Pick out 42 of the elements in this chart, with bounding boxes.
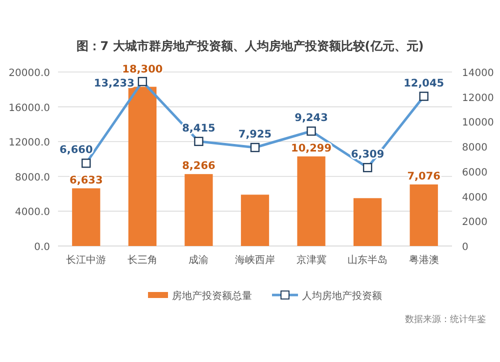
x-tick-label: 长三角 [127,254,158,266]
data-label: 10,299 [291,142,332,154]
bar [297,156,326,246]
x-tick-label: 成渝 [188,254,209,266]
y-tick-label: 8000.0 [15,172,50,184]
chart-title: 图：7 大城市群房地产投资额、人均房地产投资额比较(亿元、元) [76,39,424,53]
y-tick-label: 16000.0 [8,102,50,114]
data-label: 13,233 [94,78,134,90]
bar [184,174,213,246]
y-tick-label: 20000.0 [8,68,50,79]
y2-tick-label: 2000 [462,217,488,228]
bar [240,194,270,246]
x-tick-label: 京津冀 [296,254,326,266]
x-tick-label: 粤港澳 [408,254,439,266]
data-label: 7,925 [238,128,272,141]
bar [354,198,382,246]
y2-tick-label: 4000 [462,192,488,204]
y-tick-label: 0.0 [34,242,50,253]
y2-tick-label: 10000 [462,118,494,129]
bar [72,188,100,246]
legend-label: 人均房地产投资额 [302,290,382,302]
data-label: 6,660 [60,144,93,156]
data-label: 6,633 [70,174,103,186]
y-tick-label: 12000.0 [8,138,50,149]
data-label: 7,076 [407,170,440,182]
data-label: 18,300 [122,64,163,76]
data-label: 9,243 [294,112,328,124]
bar [128,86,156,246]
data-label: 12,045 [404,77,444,90]
x-tick-label: 长江中游 [66,254,106,266]
data-label: 8,266 [182,160,216,172]
y2-tick-label: 0 [462,242,468,253]
legend-label: 房地产投资额总量 [172,290,252,302]
y2-tick-label: 8000 [462,142,488,154]
x-tick-label: 海峡西岸 [235,254,275,266]
bar [410,184,438,246]
y-tick-label: 4000.0 [15,207,50,218]
y2-tick-label: 6000 [462,167,488,178]
x-tick-label: 山东半岛 [348,254,388,266]
y2-tick-label: 12000 [462,92,494,104]
source-note: 数据来源：统计年鉴 [405,314,486,325]
y2-tick-label: 14000 [462,68,494,79]
